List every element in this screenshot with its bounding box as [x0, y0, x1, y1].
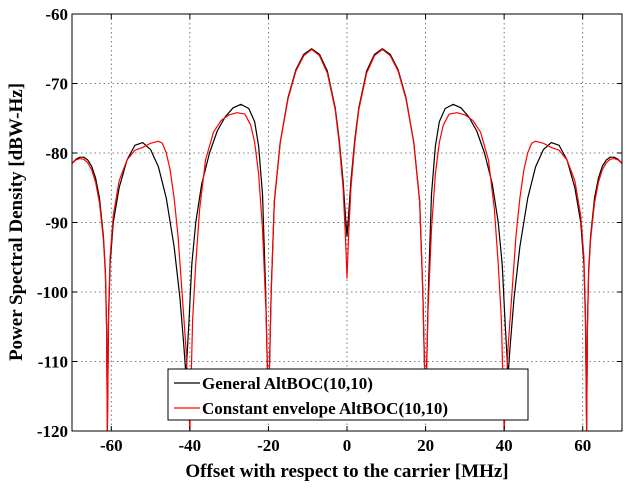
x-tick-label: 60 — [574, 436, 591, 455]
series-line-general — [72, 48, 622, 431]
y-axis-title: Power Spectral Density [dBW-Hz] — [6, 83, 27, 361]
x-axis-ticks: -60 -40 -20 0 20 40 60 — [100, 14, 591, 455]
x-tick-label: -40 — [179, 436, 202, 455]
y-tick-label: -60 — [45, 5, 68, 24]
series-line-constant-envelope — [72, 48, 622, 431]
plot-series — [72, 48, 622, 431]
grid — [72, 13, 622, 432]
x-tick-label: 20 — [417, 436, 434, 455]
y-tick-label: -110 — [38, 353, 68, 372]
legend: General AltBOC(10,10) Constant envelope … — [167, 368, 529, 421]
y-tick-label: -70 — [45, 75, 68, 94]
y-tick-label: -100 — [37, 283, 68, 302]
y-tick-label: -80 — [45, 144, 68, 163]
x-axis-title: Offset with respect to the carrier [MHz] — [185, 461, 508, 482]
y-axis-ticks: -60 -70 -80 -90 -100 -110 -120 — [37, 5, 622, 441]
y-tick-label: -120 — [37, 422, 68, 441]
legend-box — [167, 368, 529, 421]
legend-label-general: General AltBOC(10,10) — [202, 374, 373, 393]
legend-label-constant-envelope: Constant envelope AltBOC(10,10) — [202, 399, 448, 418]
x-tick-label: 0 — [343, 436, 352, 455]
y-tick-label: -90 — [45, 214, 68, 233]
x-tick-label: 40 — [496, 436, 513, 455]
x-tick-label: -60 — [100, 436, 123, 455]
x-tick-label: -20 — [257, 436, 280, 455]
